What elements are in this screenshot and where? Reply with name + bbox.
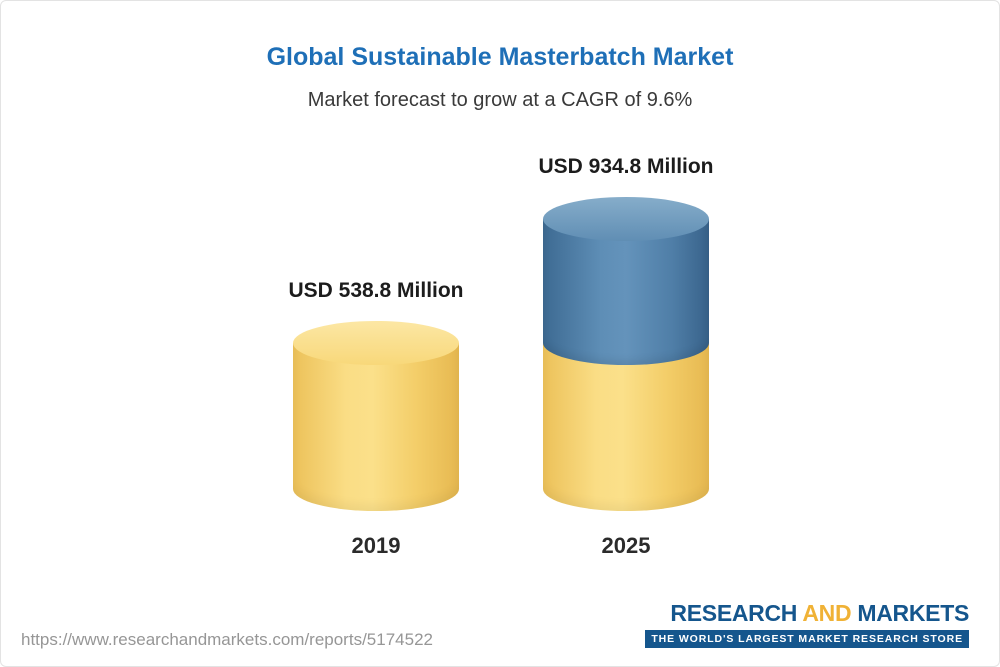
bar-2019-body (293, 342, 459, 511)
chart-subtitle: Market forecast to grow at a CAGR of 9.6… (307, 89, 693, 111)
logo-word-research: RESEARCH (670, 600, 798, 626)
bar-2025-top (543, 197, 709, 241)
logo-word-and: AND (802, 600, 852, 626)
logo-word-markets: MARKETS (857, 600, 969, 626)
source-url: https://www.researchandmarkets.com/repor… (21, 630, 433, 649)
bar-2019-value-label: USD 538.8 Million (288, 278, 464, 302)
bar-2025: USD 934.8 Million 2025 (538, 1, 713, 601)
bar-2025-year-label: 2025 (601, 533, 651, 558)
bar-2025-value-label: USD 934.8 Million (538, 155, 714, 178)
bar-2019: USD 538.8 Million 2019 (288, 1, 463, 601)
chart-title: Global Sustainable Masterbatch Market (266, 43, 734, 71)
bar-2025-base-body (543, 342, 709, 511)
bar-2019-year-label: 2019 (351, 533, 401, 558)
logo-wordmark: RESEARCH AND MARKETS (645, 600, 969, 627)
logo-tagline: THE WORLD'S LARGEST MARKET RESEARCH STOR… (645, 630, 969, 648)
research-and-markets-logo: RESEARCH AND MARKETS THE WORLD'S LARGEST… (645, 600, 969, 648)
bar-2019-top (293, 320, 459, 365)
bar-2025-growth-body (543, 219, 709, 365)
